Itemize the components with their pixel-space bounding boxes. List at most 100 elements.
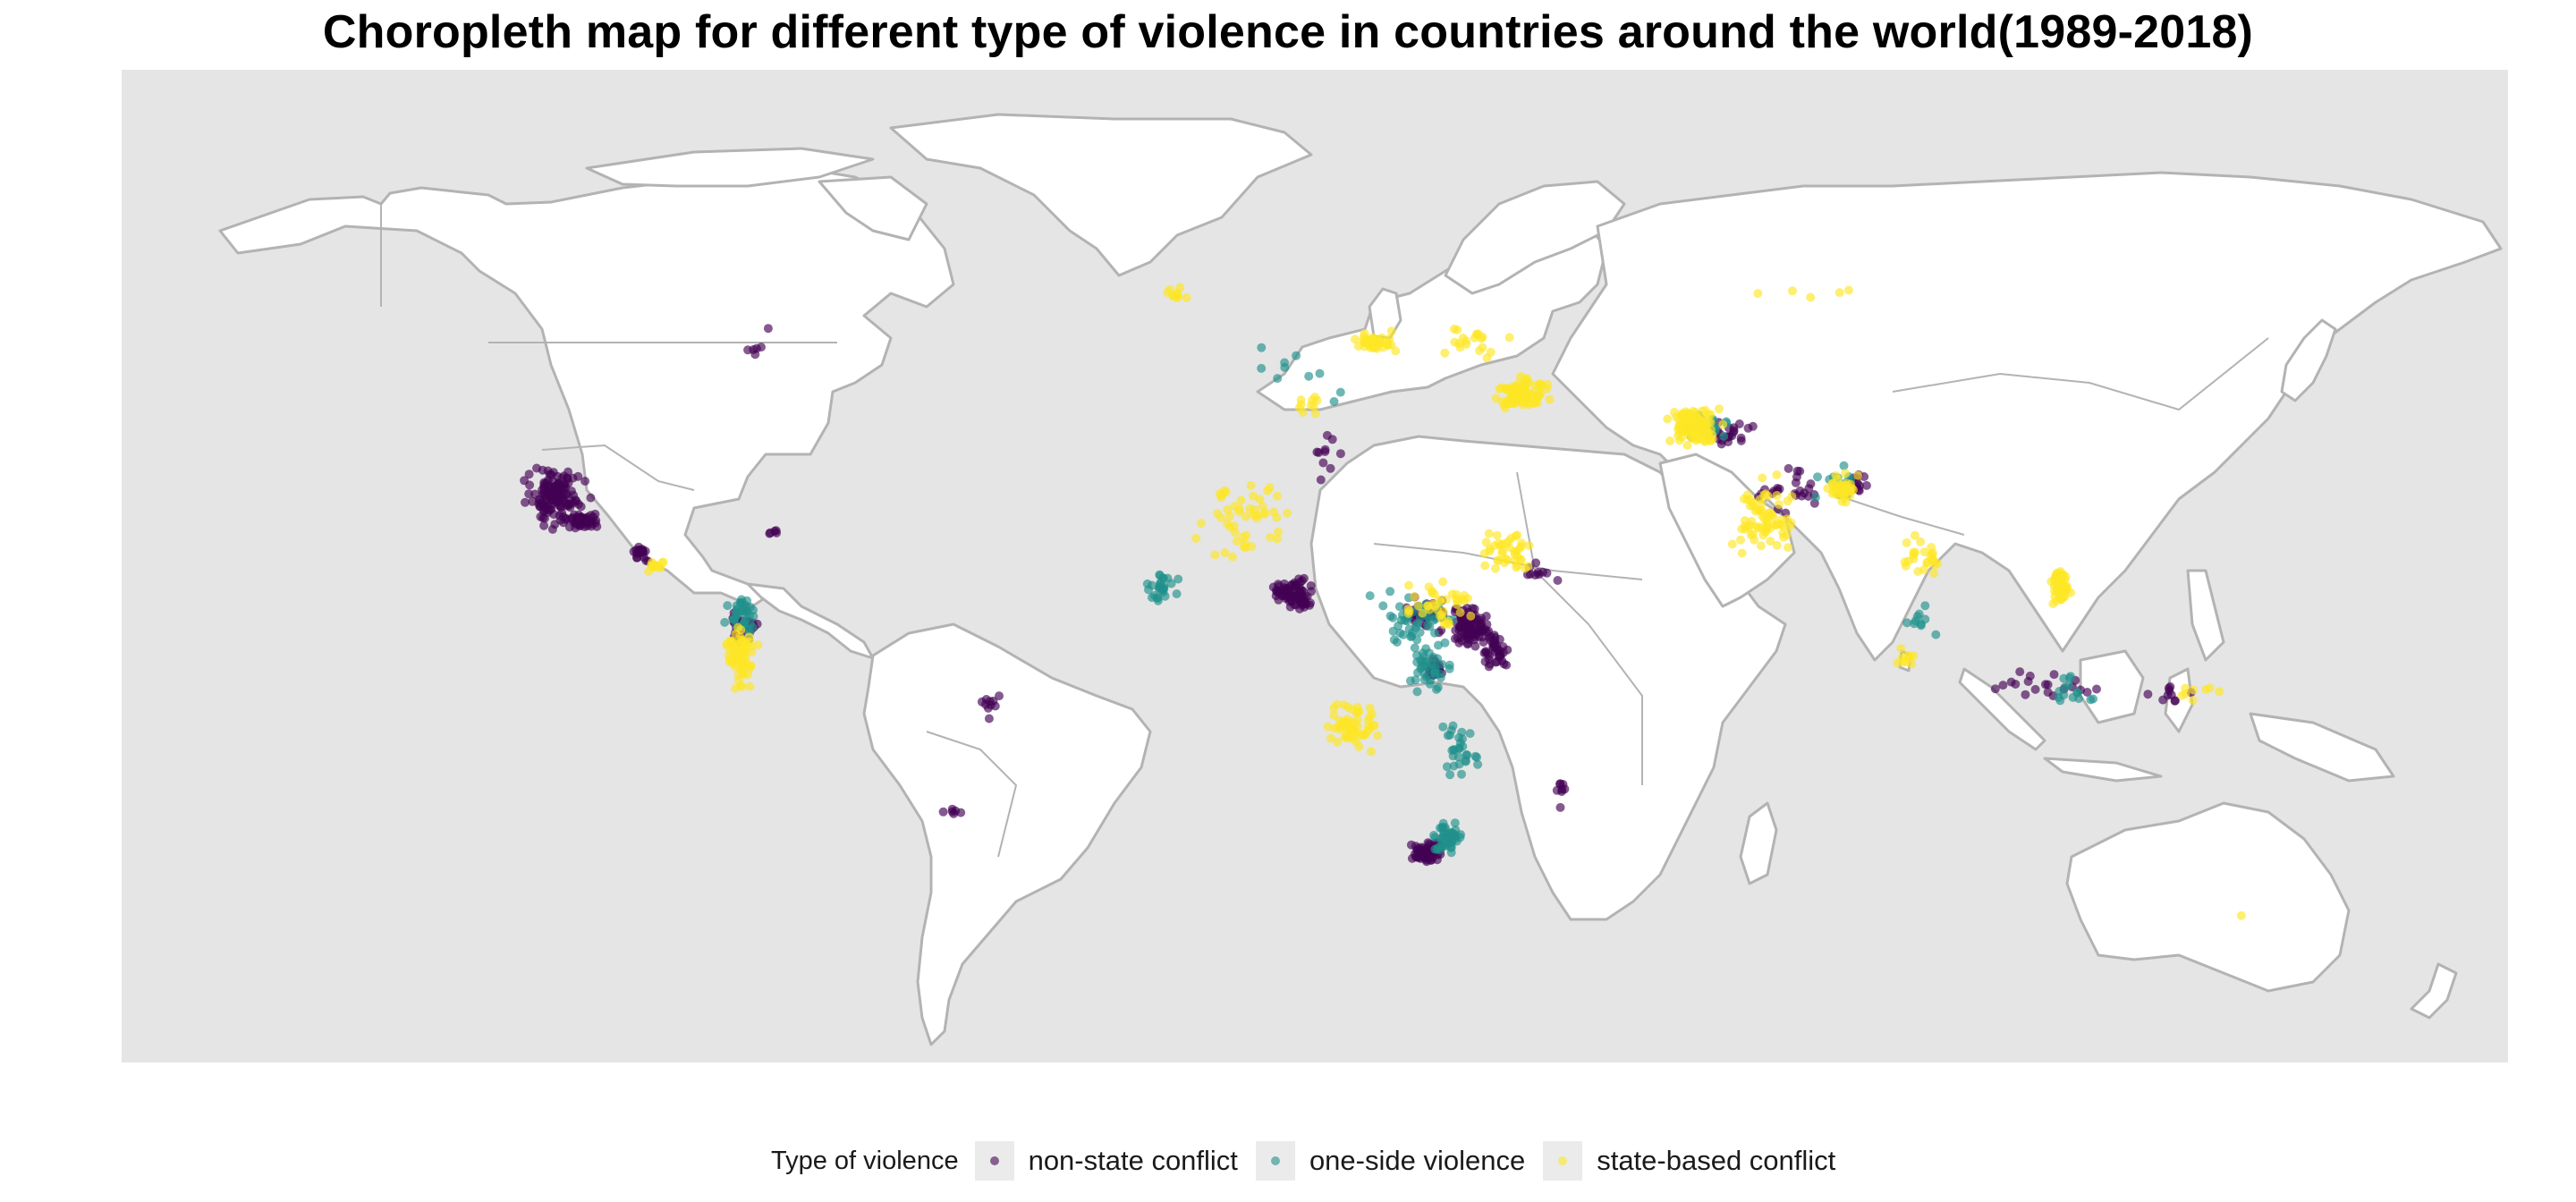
point-state-based-conflict	[1491, 563, 1500, 573]
point-state-based-conflict	[1761, 522, 1771, 532]
point-state-based-conflict	[1403, 609, 1413, 618]
point-one-side-violence	[1410, 643, 1419, 653]
event-points	[520, 283, 2246, 920]
point-state-based-conflict	[1335, 725, 1345, 734]
point-one-side-violence	[1438, 722, 1448, 732]
legend-item-state-based: state-based conflict	[1543, 1141, 1835, 1181]
point-state-based-conflict	[747, 647, 757, 656]
point-state-based-conflict	[1362, 335, 1372, 344]
land-borneo	[2079, 649, 2145, 724]
point-non-state-conflict	[1736, 436, 1746, 445]
point-state-based-conflict	[1353, 342, 1363, 351]
point-non-state-conflict	[576, 502, 586, 512]
point-state-based-conflict	[1353, 707, 1363, 716]
legend-title: Type of violence	[771, 1146, 959, 1175]
point-state-based-conflict	[1404, 580, 1413, 590]
point-non-state-conflict	[2165, 681, 2175, 691]
point-non-state-conflict	[947, 804, 957, 814]
point-state-based-conflict	[1266, 532, 1275, 542]
point-state-based-conflict	[1687, 424, 1697, 434]
point-one-side-violence	[1449, 761, 1459, 771]
point-state-based-conflict	[1241, 512, 1250, 521]
legend-key	[974, 1141, 1014, 1181]
point-one-side-violence	[1422, 662, 1432, 672]
point-state-based-conflict	[1545, 394, 1555, 404]
point-one-side-violence	[1430, 668, 1439, 678]
point-one-side-violence	[749, 612, 758, 622]
point-state-based-conflict	[1391, 346, 1401, 356]
point-one-side-violence	[1470, 751, 1480, 761]
point-state-based-conflict	[1497, 546, 1507, 556]
point-state-based-conflict	[1542, 384, 1552, 394]
point-one-side-violence	[1430, 628, 1439, 638]
point-non-state-conflict	[1306, 587, 1316, 597]
point-one-side-violence	[1719, 431, 1729, 441]
point-one-side-violence	[1412, 635, 1422, 645]
point-state-based-conflict	[1703, 428, 1713, 438]
point-one-side-violence	[1411, 675, 1420, 685]
point-one-side-violence	[1432, 684, 1441, 694]
point-non-state-conflict	[1426, 851, 1436, 860]
point-non-state-conflict	[521, 497, 530, 507]
point-state-based-conflict	[1772, 540, 1782, 550]
point-non-state-conflict	[1470, 635, 1479, 645]
point-non-state-conflict	[520, 476, 530, 486]
point-state-based-conflict	[1778, 528, 1788, 538]
point-state-based-conflict	[1745, 501, 1755, 511]
country-borders	[380, 204, 2269, 858]
point-state-based-conflict	[1258, 510, 1268, 520]
point-state-based-conflict	[1677, 421, 1687, 431]
point-one-side-violence	[732, 605, 741, 615]
border-india	[1847, 498, 1965, 536]
point-non-state-conflict	[548, 468, 558, 478]
point-non-state-conflict	[1557, 784, 1567, 794]
point-state-based-conflict	[1216, 512, 1225, 522]
point-non-state-conflict	[554, 478, 564, 488]
point-state-based-conflict	[1841, 469, 1850, 478]
legend-item-one-side: one-side violence	[1255, 1141, 1525, 1181]
point-state-based-conflict	[1252, 513, 1262, 523]
point-state-based-conflict	[1227, 552, 1237, 562]
point-one-side-violence	[1436, 673, 1445, 682]
point-non-state-conflict	[632, 547, 642, 557]
point-state-based-conflict	[1758, 530, 1768, 540]
point-one-side-violence	[729, 614, 739, 624]
point-one-side-violence	[1443, 830, 1453, 840]
point-state-based-conflict	[1750, 535, 1759, 545]
point-state-based-conflict	[743, 670, 753, 680]
point-state-based-conflict	[1772, 490, 1782, 500]
point-one-side-violence	[1457, 769, 1466, 779]
point-one-side-violence	[1292, 351, 1301, 360]
point-non-state-conflict	[1465, 627, 1475, 637]
point-state-based-conflict	[1665, 436, 1675, 445]
point-state-based-conflict	[731, 629, 741, 639]
point-non-state-conflict	[1743, 423, 1753, 433]
point-state-based-conflict	[1897, 653, 1907, 663]
point-state-based-conflict	[1521, 563, 1530, 573]
point-non-state-conflict	[2082, 688, 2092, 697]
point-state-based-conflict	[1843, 285, 1853, 295]
point-non-state-conflict	[539, 521, 549, 530]
point-state-based-conflict	[1902, 538, 1911, 547]
point-one-side-violence	[1335, 387, 1345, 397]
point-non-state-conflict	[1792, 472, 1801, 482]
point-state-based-conflict	[2189, 685, 2199, 695]
land-new-zealand	[2410, 962, 2458, 1020]
point-one-side-violence	[1457, 727, 1467, 737]
point-non-state-conflict	[2011, 680, 2021, 689]
point-state-based-conflict	[1354, 742, 1364, 752]
point-state-based-conflict	[1191, 533, 1201, 543]
point-non-state-conflict	[749, 345, 758, 354]
point-non-state-conflict	[541, 491, 551, 501]
point-non-state-conflict	[938, 807, 948, 817]
point-state-based-conflict	[1326, 733, 1335, 743]
point-non-state-conflict	[1462, 639, 1472, 649]
point-state-based-conflict	[1246, 480, 1256, 490]
point-non-state-conflict	[1335, 449, 1345, 459]
point-one-side-violence	[1430, 833, 1440, 842]
point-one-side-violence	[1443, 836, 1453, 846]
point-state-based-conflict	[1526, 389, 1536, 399]
point-non-state-conflict	[1460, 622, 1470, 631]
point-state-based-conflict	[1470, 333, 1479, 343]
point-state-based-conflict	[1759, 513, 1769, 523]
